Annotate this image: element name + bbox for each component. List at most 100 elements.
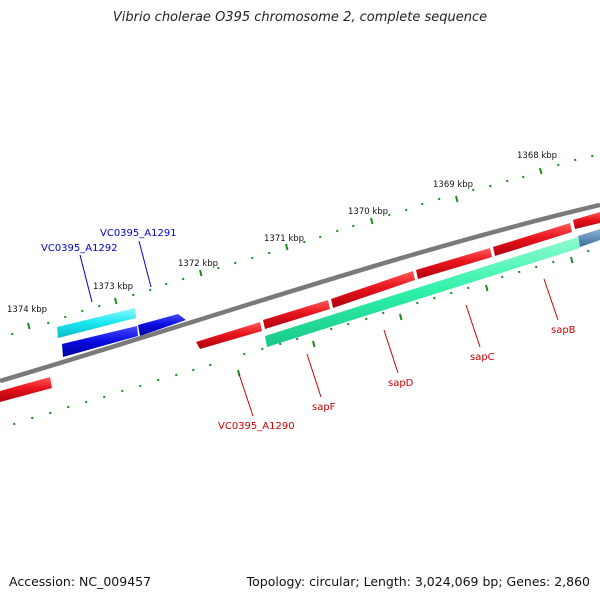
tick-mark [557, 163, 560, 167]
tick-mark [11, 332, 14, 336]
tick-mark [472, 188, 475, 192]
tick-mark [421, 202, 424, 206]
tick-mark [192, 368, 195, 372]
tick-mark [165, 282, 168, 286]
leader-vc0395-a1292 [79, 254, 93, 303]
tick-mark [199, 269, 203, 277]
upper-tick-track [11, 154, 594, 336]
label-leaders [79, 240, 559, 417]
tick-mark [209, 363, 212, 367]
gene-label-sapc: sapC [470, 352, 495, 363]
map-title: Vibrio cholerae O395 chromosome 2, compl… [112, 10, 488, 25]
gene-vc0395-a1292 [62, 326, 138, 357]
tick-mark [552, 260, 555, 264]
tick-mark [365, 317, 368, 321]
gene-sapf [263, 300, 330, 329]
gene-sapd [331, 271, 415, 308]
genome-backbone [0, 202, 600, 384]
tick-mark [539, 167, 543, 175]
tick-mark [81, 309, 84, 313]
tick-mark [319, 235, 322, 239]
tick-mark [47, 321, 50, 325]
highlight-steelblue-region [578, 229, 600, 247]
gene-label-sapf: sapF [312, 402, 336, 413]
gene-right-edge [573, 212, 600, 229]
tick-mark [388, 213, 391, 217]
gene-sapc [416, 248, 492, 279]
forward-strand-features [0, 212, 600, 402]
tick-mark [303, 240, 306, 244]
tick-mark [587, 249, 590, 253]
tick-mark [489, 184, 492, 188]
tick-mark [450, 291, 453, 295]
tick-mark [574, 158, 577, 162]
leader-sapf [306, 353, 322, 398]
tick-mark [114, 297, 118, 305]
tick-mark [261, 347, 264, 351]
tick-mark [13, 422, 16, 426]
gene-label-sapd: sapD [388, 378, 414, 389]
tick-mark [251, 256, 254, 260]
leader-sapc [465, 304, 481, 348]
gene-vc0395-a1290 [196, 322, 262, 349]
tick-mark [49, 411, 52, 415]
leader-vc0395-a1291 [138, 240, 152, 288]
tick-mark [352, 224, 355, 228]
tick-mark [234, 261, 237, 265]
tick-mark [103, 395, 106, 399]
tick-mark [570, 256, 574, 264]
tick-mark [416, 301, 419, 305]
tick-mark [535, 265, 538, 269]
tick-mark [31, 416, 34, 420]
topology-text: Topology: circular; Length: 3,024,069 bp… [246, 574, 590, 589]
tick-mark [336, 229, 339, 233]
highlight-green-region [265, 237, 580, 347]
scale-label: 1373 kbp [93, 282, 133, 292]
gene-label-vc0395-a1292: VC0395_A1292 [41, 243, 118, 254]
gene-sapb [493, 223, 572, 256]
tick-mark [405, 208, 408, 212]
gene-label-vc0395-a1291: VC0395_A1291 [100, 228, 177, 239]
scale-label: 1372 kbp [178, 259, 218, 269]
tick-mark [518, 270, 521, 274]
tick-mark [157, 378, 160, 382]
tick-mark [64, 315, 67, 319]
gene-label-vc0395-a1290: VC0395_A1290 [218, 421, 295, 432]
tick-mark [132, 293, 135, 297]
tick-mark [279, 342, 282, 346]
gene-labels: VC0395_A1292 VC0395_A1291 VC0395_A1290 s… [41, 228, 576, 432]
accession-text: Accession: NC_009457 [9, 574, 152, 589]
tick-mark [438, 197, 441, 201]
tick-mark [268, 251, 271, 255]
scale-label: 1371 kbp [264, 234, 304, 244]
gene-label-sapb: sapB [551, 325, 576, 336]
tick-mark [382, 311, 385, 315]
tick-mark [591, 154, 594, 158]
tick-mark [98, 304, 101, 308]
tick-mark [243, 352, 246, 356]
tick-mark [522, 175, 525, 179]
leader-vc0395-a1290 [238, 373, 254, 417]
tick-mark [27, 322, 31, 330]
scale-label: 1368 kbp [517, 151, 557, 161]
gene-vc0395-a1292-highlight [57, 308, 136, 338]
tick-mark [217, 266, 220, 270]
tick-mark [312, 340, 316, 348]
tick-mark [330, 327, 333, 331]
tick-mark [67, 405, 70, 409]
tick-mark [85, 400, 88, 404]
tick-mark [149, 288, 152, 292]
tick-mark [370, 217, 374, 225]
tick-mark [433, 296, 436, 300]
tick-mark [121, 389, 124, 393]
tick-mark [296, 337, 299, 341]
tick-mark [139, 384, 142, 388]
reverse-strand-features [57, 308, 186, 357]
leader-sapd [383, 329, 399, 374]
tick-mark [501, 275, 504, 279]
tick-mark [455, 195, 459, 203]
leader-sapb [543, 278, 559, 321]
tick-mark [175, 373, 178, 377]
tick-mark [506, 179, 509, 183]
scale-label: 1374 kbp [7, 305, 47, 315]
